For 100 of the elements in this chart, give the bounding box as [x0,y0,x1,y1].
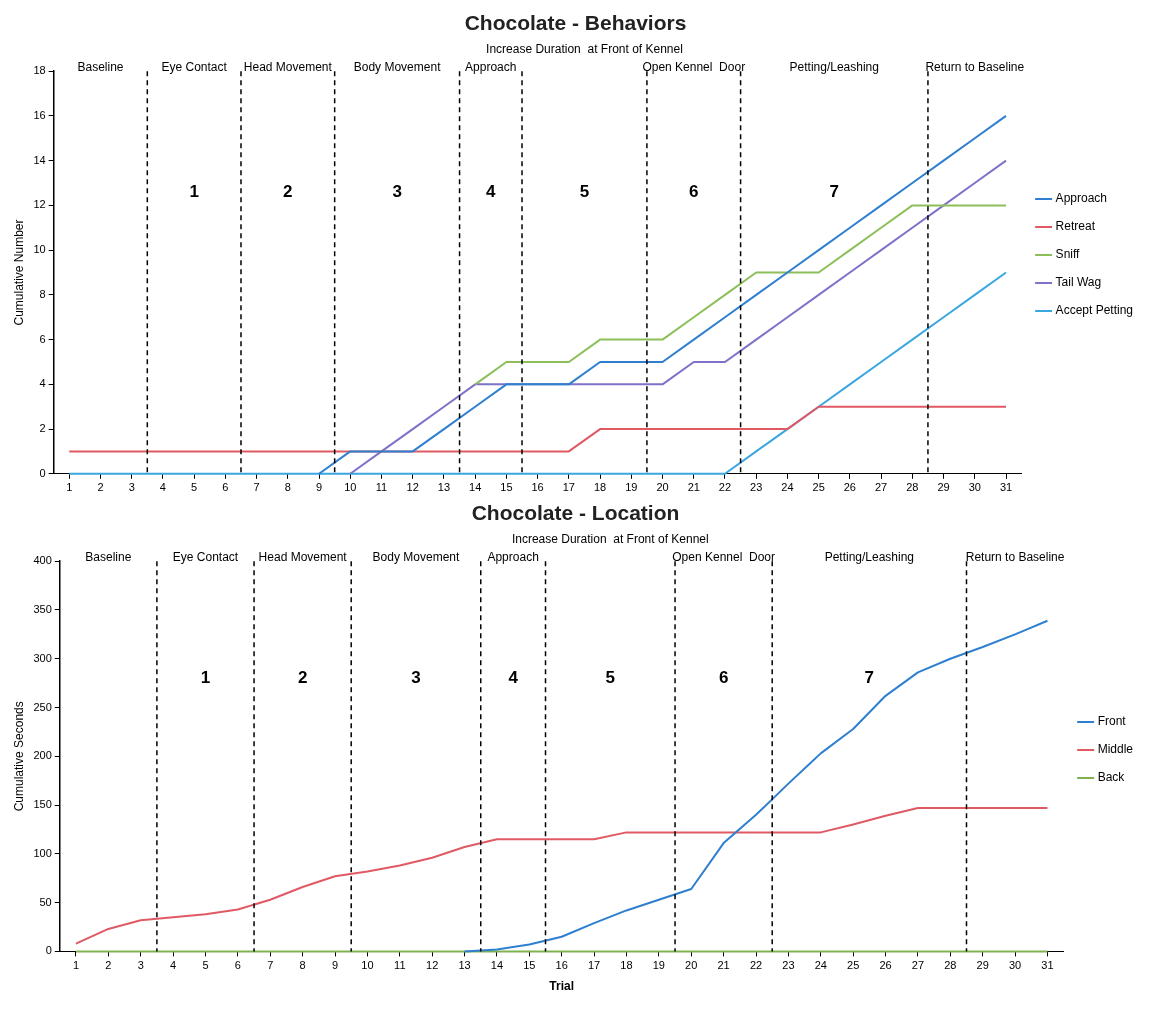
x-tick-label: 9 [315,481,323,494]
x-tick-label: 14 [490,959,504,972]
y-tick-label: 200 [33,749,52,762]
x-tick-label: 13 [437,481,451,494]
x-tick-label: 7 [253,481,260,494]
annotation: Head Movement [258,549,348,564]
x-tick-label: 26 [843,481,857,494]
y-tick-label: 250 [33,700,52,713]
annotation: 5 [605,667,616,687]
x-tick-label: 26 [879,959,892,972]
annotation: 7 [829,181,839,201]
annotation: Body Movement [353,59,442,74]
annotation: 2 [297,667,308,687]
x-tick-label: 17 [562,481,575,494]
legend-label: Tail Wag [1055,275,1102,290]
x-tick-label: 19 [652,959,665,972]
y-axis-title: Cumulative Number [11,219,26,326]
annotation: 1 [189,181,199,201]
annotation: Head Movement [243,59,333,74]
y-tick-label: 18 [33,64,46,77]
x-tick-label: 8 [299,959,306,972]
x-tick-label: 10 [344,481,357,494]
x-tick-label: 16 [531,481,544,494]
x-tick-label: 3 [128,481,135,494]
y-tick-label: 0 [45,944,52,957]
x-tick-label: 19 [625,481,638,494]
x-tick-label: 25 [847,959,860,972]
annotation: 5 [579,181,590,201]
x-tick-label: 6 [234,959,241,972]
y-tick-label: 16 [33,108,46,121]
legend-label: Middle [1097,742,1134,757]
y-tick-label: 4 [39,377,46,390]
x-tick-label: 14 [469,481,482,494]
legend-label: Front [1097,714,1127,729]
x-tick-label: 28 [944,959,957,972]
x-tick-label: 16 [555,959,568,972]
x-tick-label: 27 [874,481,888,494]
legend-label: Sniff [1055,247,1081,262]
x-tick-label: 29 [937,481,950,494]
x-tick-label: 31 [1041,959,1054,972]
y-tick-label: 14 [33,153,46,166]
annotation: Petting/Leashing [789,59,879,74]
y-tick-label: 400 [33,554,52,567]
y-tick-label: 100 [33,846,52,859]
y-tick-label: 12 [33,198,46,211]
annotation: Body Movement [372,549,460,564]
x-tick-label: 15 [523,959,536,972]
annotation: 3 [411,667,421,687]
annotation: 6 [689,181,699,201]
annotation: Return to Baseline [965,549,1065,564]
x-tick-label: 20 [656,481,669,494]
legend-label: Accept Petting [1055,303,1134,318]
x-tick-label: 18 [620,959,633,972]
y-axis-title: Cumulative Seconds [11,701,26,812]
annotation: Baseline [77,59,124,74]
y-tick-label: 10 [33,243,46,256]
x-tick-label: 24 [814,959,827,972]
annotation: 2 [283,181,293,201]
x-tick-label: 20 [685,959,698,972]
x-tick-label: 17 [587,959,601,972]
x-tick-label: 15 [500,481,513,494]
annotation: 7 [864,667,875,687]
x-tick-label: 31 [999,481,1013,494]
x-tick-label: 3 [137,959,144,972]
text: Increase Duration at Front of Kennel [486,41,683,56]
x-tick-label: 12 [426,959,439,972]
x-tick-label: 1 [66,481,73,494]
annotation: Approach [487,549,539,564]
x-tick-label: 1 [72,959,80,972]
x-tick-label: 9 [331,959,339,972]
x-tick-label: 23 [782,959,795,972]
x-tick-label: 4 [170,959,177,972]
legend-label: Retreat [1055,219,1096,234]
x-tick-label: 2 [97,481,104,494]
annotation: 4 [508,667,519,687]
x-tick-label: 23 [750,481,763,494]
x-tick-label: 7 [267,959,274,972]
x-tick-label: 13 [458,959,471,972]
annotation: Return to Baseline [925,59,1025,74]
x-tick-label: 22 [749,959,763,972]
annotation: Eye Contact [161,59,228,74]
x-tick-label: 29 [976,959,989,972]
x-tick-label: 27 [911,959,925,972]
annotation: Baseline [85,549,132,564]
annotation: Open Kennel Door [642,59,746,74]
x-tick-label: 5 [191,481,198,494]
annotation: 3 [392,181,402,201]
legend-label: Back [1097,770,1126,785]
x-tick-label: 6 [222,481,229,494]
legend-label: Approach [1055,191,1107,206]
x-tick-label: 4 [159,481,166,494]
x-tick-label: 10 [361,959,374,972]
x-tick-label: 30 [968,481,981,494]
x-tick-label: 30 [1008,959,1022,972]
annotation: 1 [200,667,211,687]
y-tick-label: 150 [33,798,52,811]
annotation: Petting/Leashing [824,549,915,564]
y-tick-label: 8 [39,287,46,300]
x-tick-label: 28 [906,481,919,494]
x-tick-label: 24 [781,481,794,494]
